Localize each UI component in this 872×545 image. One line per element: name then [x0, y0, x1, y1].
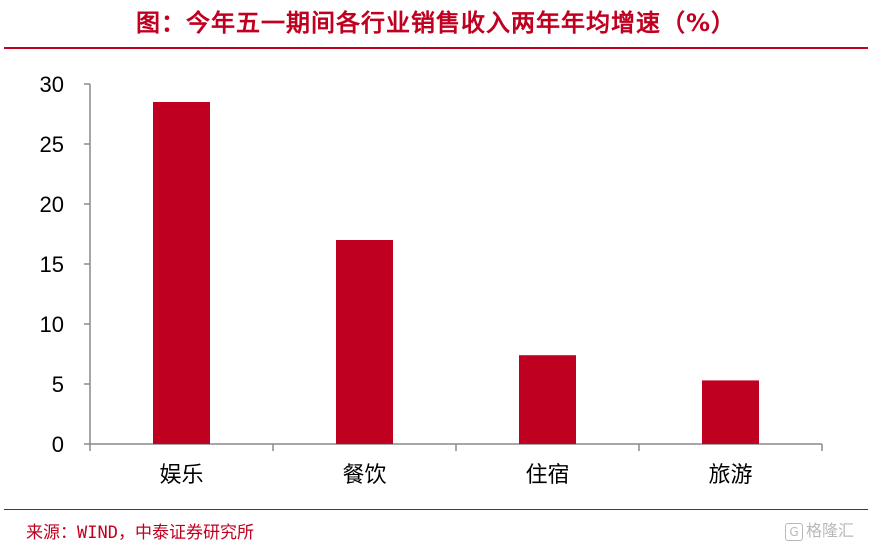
chart-title: 图：今年五一期间各行业销售收入两年年均增速（%） — [135, 9, 737, 37]
watermark: G 格隆汇 — [784, 517, 854, 541]
y-tick-label: 10 — [40, 312, 64, 337]
y-tick-label: 15 — [40, 252, 64, 277]
x-axis — [89, 443, 823, 451]
x-category-label: 餐饮 — [342, 463, 386, 488]
y-tick-label: 30 — [40, 72, 64, 97]
title-divider — [4, 47, 868, 49]
watermark-logo-icon: G — [784, 522, 803, 541]
y-tick-label: 0 — [52, 432, 64, 457]
y-tick-label: 5 — [52, 372, 64, 397]
category-labels: 娱乐 餐饮 住宿 旅游 — [159, 463, 752, 488]
bar-餐饮 — [336, 240, 393, 444]
x-category-label: 住宿 — [525, 463, 569, 488]
y-tick-label: 20 — [40, 192, 64, 217]
source-note: 来源：WIND，中泰证券研究所 — [26, 523, 254, 543]
bar-旅游 — [702, 380, 759, 444]
watermark-text: 格隆汇 — [805, 521, 854, 540]
bar-chart: 0 5 10 15 20 25 30 娱乐 餐饮 住宿 旅游 — [40, 72, 823, 488]
bar-娱乐 — [153, 102, 210, 444]
bar-住宿 — [519, 355, 576, 444]
source-divider — [4, 509, 868, 510]
x-category-label: 旅游 — [708, 463, 752, 488]
y-tick-label: 25 — [40, 132, 64, 157]
bars — [153, 102, 759, 444]
x-category-label: 娱乐 — [159, 463, 203, 488]
y-axis: 0 5 10 15 20 25 30 — [40, 72, 91, 457]
